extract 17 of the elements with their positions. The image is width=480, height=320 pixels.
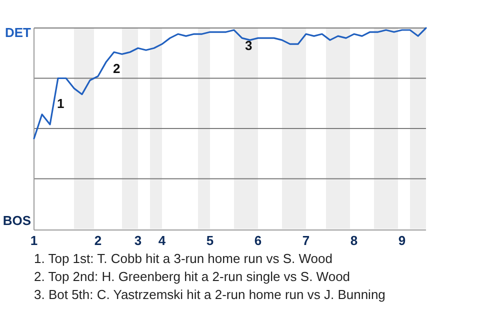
x-tick-label: 8 (350, 233, 358, 248)
annotation: 1 (57, 96, 64, 111)
text: 2. Top 2nd: H. Greenberg hit a 2-run single vs S. Wood (34, 269, 350, 284)
x-tick-label: 4 (158, 233, 166, 248)
annotation: 2 (113, 61, 120, 76)
x-tick-label: 6 (254, 233, 262, 248)
x-tick-label: 5 (206, 233, 214, 248)
text: DET (5, 25, 32, 40)
x-tick-label: 9 (398, 233, 406, 248)
x-tick-label: 2 (94, 233, 102, 248)
annotation: 3 (245, 38, 252, 53)
x-tick-label: 3 (134, 233, 142, 248)
text: 1. Top 1st: T. Cobb hit a 3-run home run vs S. Wood (34, 251, 332, 266)
x-tick-label: 1 (30, 233, 38, 248)
text: BOS (2, 213, 32, 228)
text: 3. Bot 5th: C. Yastrzemski hit a 2-run home run vs J. Bunning (34, 287, 386, 302)
x-tick-label: 7 (302, 233, 310, 248)
